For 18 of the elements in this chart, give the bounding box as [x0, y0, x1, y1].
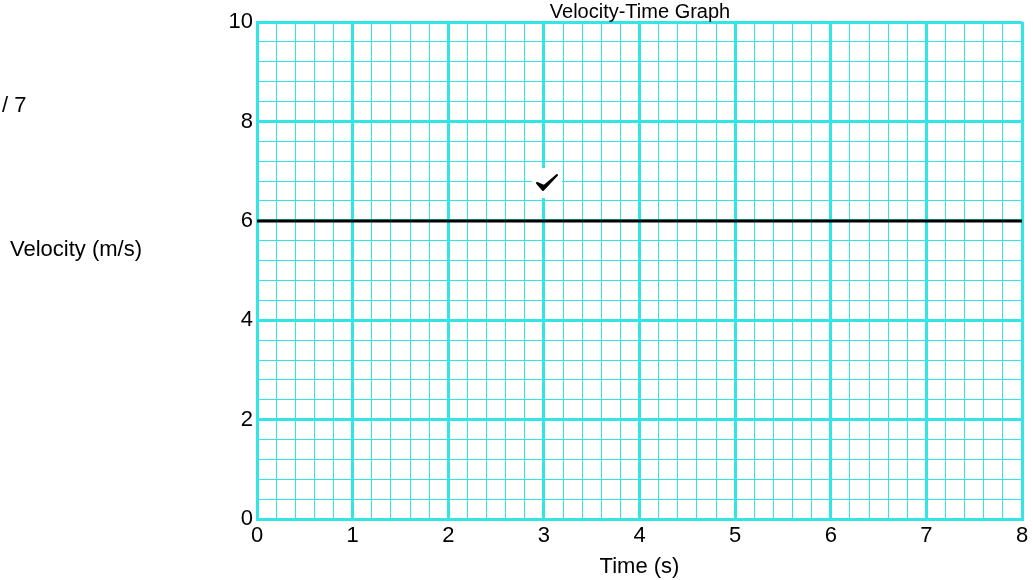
x-tick-label: 1: [346, 522, 359, 548]
y-tick-label: 6: [240, 206, 253, 232]
y-tick-label: 2: [240, 405, 253, 431]
x-axis-title: Time (s): [599, 552, 680, 578]
chart-title: Velocity-Time Graph: [549, 0, 731, 23]
x-tick-label: 2: [442, 522, 455, 548]
y-tick-label: 8: [240, 107, 253, 133]
y-tick-label: 0: [240, 505, 253, 531]
y-tick-label: 4: [240, 306, 253, 332]
x-tick-label: 8: [1015, 522, 1029, 548]
x-tick-label: 7: [920, 522, 933, 548]
y-axis-title: Velocity (m/s): [10, 236, 143, 262]
y-tick-label: 10: [228, 8, 253, 34]
x-tick-label: 3: [537, 522, 550, 548]
x-tick-label: 6: [824, 522, 837, 548]
x-tick-label: 4: [633, 522, 646, 548]
x-tick-label: 5: [729, 522, 742, 548]
text: / 7: [2, 92, 27, 118]
